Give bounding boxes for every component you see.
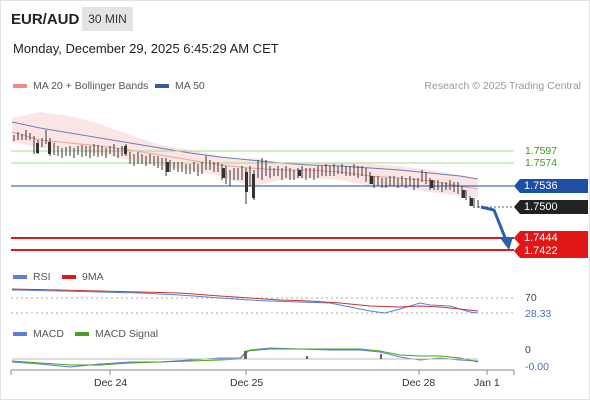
legend-rsi-label: RSI xyxy=(33,271,51,283)
legend-rsi-ma-label: 9MA xyxy=(82,271,104,283)
last-price-tag: 1.7500 xyxy=(514,200,588,214)
rsi-ma-line xyxy=(11,288,479,312)
ma50-swatch-icon xyxy=(155,84,169,88)
rsi-ma-swatch-icon xyxy=(62,275,76,279)
support-2-tag: 1.7422 xyxy=(514,244,588,258)
support-1-tag: 1.7444 xyxy=(514,231,588,245)
legend-macd-signal-label: MACD Signal xyxy=(95,328,159,340)
research-credit: Research © 2025 Trading Central xyxy=(424,80,581,92)
legend-rsi-ma: 9MA xyxy=(62,271,104,283)
resistance-1-label: 1.7574 xyxy=(525,157,558,169)
macd-signal-swatch-icon xyxy=(75,332,89,336)
rsi-line xyxy=(11,289,479,314)
macd-histogram xyxy=(244,351,382,359)
macd-signal-line xyxy=(11,348,479,366)
bollinger-swatch-icon xyxy=(13,84,27,88)
rsi-value: 28.33 xyxy=(525,308,552,320)
bollinger-band xyxy=(12,112,478,198)
resistance-2-label: 1.7597 xyxy=(525,145,558,157)
legend-bollinger: MA 20 + Bollinger Bands xyxy=(13,80,148,92)
rsi-level-label: 70 xyxy=(525,292,537,304)
ma50-line xyxy=(11,121,479,180)
legend-bollinger-label: MA 20 + Bollinger Bands xyxy=(33,80,149,92)
legend-macd: MACD xyxy=(13,328,64,340)
forecast-arrow-head-icon xyxy=(500,237,513,250)
macd-value: -0.00 xyxy=(525,361,549,373)
legend-macd-signal: MACD Signal xyxy=(75,328,158,340)
x-axis-label-dec28: Dec 28 xyxy=(402,377,436,389)
forecast-arrow xyxy=(480,205,508,241)
x-axis-label-jan1: Jan 1 xyxy=(474,377,500,389)
timestamp: Monday, December 29, 2025 6:45:29 AM CET xyxy=(13,41,279,56)
macd-zero-label: 0 xyxy=(525,344,531,356)
macd-swatch-icon xyxy=(13,332,27,336)
legend-rsi: RSI xyxy=(13,271,51,283)
rsi-swatch-icon xyxy=(13,275,27,279)
x-axis-label-dec25: Dec 25 xyxy=(230,377,264,389)
x-axis-label-dec24: Dec 24 xyxy=(94,377,128,389)
price-candle-bodies xyxy=(36,142,473,206)
pair-title: EUR/AUD xyxy=(11,11,80,28)
pivot-tag: 1.7536 xyxy=(514,179,588,193)
legend-ma50: MA 50 xyxy=(155,80,205,92)
legend-macd-label: MACD xyxy=(33,328,64,340)
x-axis-ticks xyxy=(10,370,515,375)
legend-ma50-label: MA 50 xyxy=(175,80,205,92)
timeframe-button[interactable]: 30 MIN xyxy=(82,7,133,31)
